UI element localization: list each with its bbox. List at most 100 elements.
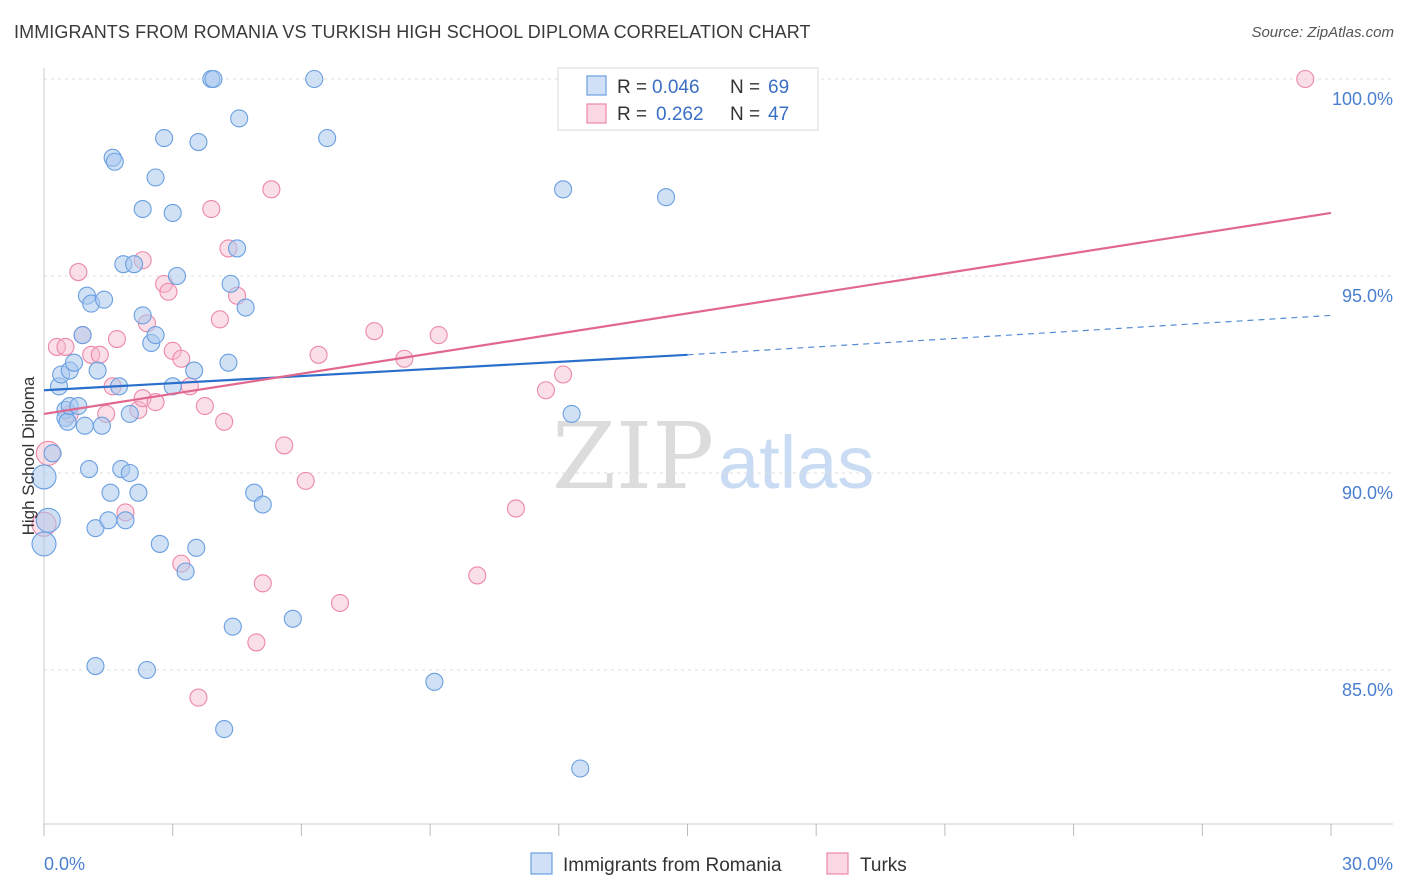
turks-point bbox=[506, 499, 525, 518]
turks-point bbox=[253, 574, 272, 593]
bottom-legend-swatch-romania bbox=[530, 852, 553, 875]
romania-point bbox=[230, 109, 249, 128]
romania-point bbox=[73, 326, 92, 345]
x-tick-label: 0.0% bbox=[44, 854, 85, 874]
romania-point bbox=[146, 168, 165, 187]
romania-point bbox=[562, 404, 581, 423]
romania-point bbox=[31, 464, 57, 490]
series-legend: Immigrants from Romania Turks bbox=[530, 852, 907, 876]
turks-point bbox=[107, 329, 126, 349]
trend-lines bbox=[43, 211, 1332, 415]
romania-points bbox=[31, 69, 676, 778]
romania-point bbox=[236, 298, 255, 317]
turks-point bbox=[365, 322, 384, 341]
romania-point bbox=[146, 326, 165, 345]
legend-r-value-1: 0.046 bbox=[652, 77, 700, 98]
romania-point bbox=[88, 361, 107, 380]
romania-point bbox=[79, 460, 99, 479]
romania-point bbox=[219, 353, 238, 372]
turks-point bbox=[90, 345, 109, 364]
legend-r-label-1: R = bbox=[617, 77, 647, 98]
romania-point bbox=[92, 416, 111, 435]
romania-point bbox=[167, 266, 187, 286]
romania-point bbox=[305, 69, 324, 89]
romania-point bbox=[204, 69, 223, 89]
romania-trend-extension bbox=[687, 314, 1332, 356]
romania-point bbox=[133, 199, 152, 219]
bottom-legend-label-romania: Immigrants from Romania bbox=[563, 855, 782, 876]
romania-point bbox=[137, 660, 157, 680]
legend-n-label-1: N = bbox=[730, 77, 760, 98]
turks-point bbox=[69, 263, 88, 282]
turks-point bbox=[296, 471, 315, 490]
romania-point bbox=[101, 483, 120, 502]
romania-point bbox=[129, 483, 148, 502]
romania-point bbox=[189, 132, 208, 152]
legend-swatch-blue bbox=[586, 75, 607, 96]
watermark-atlas: atlas bbox=[718, 421, 874, 504]
romania-point bbox=[116, 511, 135, 530]
y-tick-label: 95.0% bbox=[1342, 286, 1393, 306]
romania-point bbox=[176, 562, 195, 581]
y-tick-label: 85.0% bbox=[1342, 680, 1393, 700]
romania-point bbox=[120, 404, 139, 423]
bottom-legend-swatch-turks bbox=[826, 852, 849, 875]
romania-point bbox=[318, 129, 337, 148]
romania-point bbox=[125, 255, 144, 274]
watermark-zip: ZIP bbox=[552, 403, 714, 510]
turks-point bbox=[172, 349, 191, 368]
romania-point bbox=[155, 129, 174, 148]
romania-point bbox=[43, 444, 62, 463]
romania-point bbox=[163, 203, 182, 223]
romania-point bbox=[656, 188, 676, 207]
turks-point bbox=[56, 337, 75, 356]
turks-point bbox=[309, 345, 328, 364]
romania-point bbox=[554, 180, 573, 199]
romania-point bbox=[187, 538, 206, 557]
gridlines bbox=[44, 78, 1393, 671]
romania-point bbox=[425, 672, 444, 691]
turks-point bbox=[536, 381, 555, 400]
romania-point bbox=[120, 463, 139, 483]
romania-point bbox=[215, 720, 234, 739]
turks-point bbox=[330, 593, 350, 613]
turks-point bbox=[189, 688, 208, 707]
y-tick-label: 100.0% bbox=[1332, 89, 1393, 109]
turks-point bbox=[1296, 69, 1315, 89]
turks-point bbox=[202, 199, 221, 219]
romania-point bbox=[105, 152, 124, 171]
x-tick-label: 30.0% bbox=[1342, 854, 1393, 874]
y-tick-label: 90.0% bbox=[1342, 483, 1393, 503]
bottom-legend-label-turks: Turks bbox=[860, 855, 907, 876]
turks-point bbox=[247, 633, 266, 652]
romania-point bbox=[64, 353, 84, 372]
romania-point bbox=[86, 657, 105, 676]
turks-point bbox=[195, 396, 214, 416]
romania-point bbox=[228, 239, 247, 258]
legend-n-label-2: N = bbox=[730, 104, 760, 125]
turks-points bbox=[31, 69, 1315, 707]
turks-point bbox=[429, 326, 448, 345]
legend-r-label-2: R = bbox=[617, 104, 647, 125]
legend-n-value-2: 47 bbox=[768, 104, 789, 125]
romania-point bbox=[221, 274, 240, 293]
romania-point bbox=[185, 361, 204, 380]
turks-point bbox=[262, 180, 281, 199]
turks-point bbox=[468, 566, 487, 585]
romania-trend-line bbox=[43, 353, 688, 392]
romania-point bbox=[571, 759, 590, 778]
turks-point bbox=[215, 412, 234, 431]
romania-point bbox=[133, 306, 152, 325]
turks-point bbox=[159, 282, 178, 301]
romania-point bbox=[223, 617, 242, 636]
correlation-legend: R = 0.046 N = 69 R = 0.262 N = 47 bbox=[557, 67, 819, 131]
romania-point bbox=[95, 290, 114, 309]
turks-point bbox=[275, 436, 294, 455]
legend-n-value-1: 69 bbox=[768, 77, 789, 98]
romania-point bbox=[58, 412, 77, 431]
romania-point bbox=[253, 495, 272, 514]
romania-point bbox=[150, 534, 169, 553]
source-credit: Source: ZipAtlas.com bbox=[1251, 24, 1394, 41]
y-axis-label: High School Diploma bbox=[19, 376, 38, 535]
